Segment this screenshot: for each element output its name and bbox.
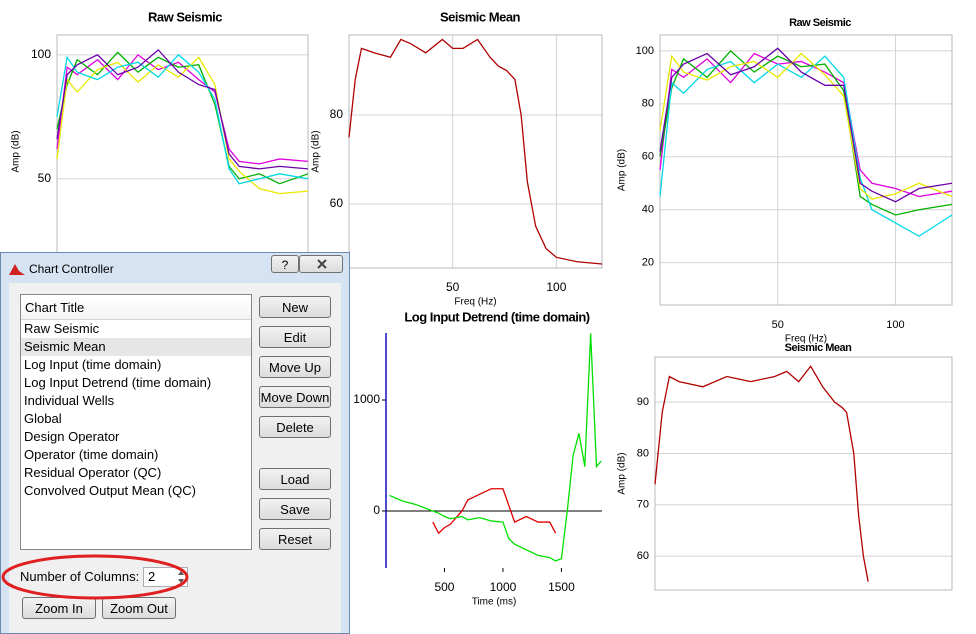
button[interactable]: Delete [259,416,331,438]
list-item[interactable]: Raw Seismic [24,321,100,336]
x-tick-label: 100 [886,319,904,331]
list-item[interactable]: Convolved Output Mean (QC) [24,483,196,498]
list-header[interactable]: Chart Title [21,297,251,320]
chart-title: Seismic Mean [440,9,521,24]
y-tick-label: 1000 [353,392,380,406]
list-item[interactable]: Residual Operator (QC) [24,465,162,480]
y-tick-label: 40 [642,204,654,216]
chart-title: Log Input Detrend (time domain) [404,309,589,324]
x-axis-label: Freq (Hz) [785,334,827,345]
x-tick-label: 1000 [490,580,517,594]
y-axis-label: Amp (dB) [617,149,628,191]
series-line [659,52,953,198]
y-tick-label: 80 [637,447,649,459]
button[interactable]: Move Up [259,356,331,378]
y-axis-label: Amp (dB) [617,452,628,494]
button[interactable]: Reset [259,528,331,550]
series-line [432,488,557,535]
plot-frame [348,34,603,269]
y-tick-label: 0 [373,503,380,517]
series-line [659,55,953,237]
y-tick-label: 80 [642,98,654,110]
button[interactable]: Load [259,468,331,490]
list-item[interactable]: Operator (time domain) [24,447,159,462]
chart: Seismic Mean 60 70 80 90 Amp (dB) [617,342,953,591]
series-line [56,56,309,195]
x-tick-label: 100 [546,280,566,294]
chart-list: Chart Title Raw Seismic Seismic Mean Log I… [20,294,252,550]
columns-value: 2 [148,569,156,584]
button[interactable]: Move Down [259,386,331,408]
zoom-button[interactable]: Zoom Out [102,597,176,619]
chart-title: Raw Seismic [789,17,851,29]
series-line [389,333,602,562]
y-tick-label: 60 [637,550,649,562]
y-tick-label: 100 [636,45,654,57]
series-line [56,48,309,170]
close-icon [317,259,327,269]
series-line [56,53,309,185]
chart: Log Input Detrend (time domain) 0 1000 500 1… [353,309,602,608]
y-tick-label: 70 [637,499,649,511]
chart: Raw Seismic 20 40 60 80 100 50 100 Freq (Hz) Amp … [617,17,953,345]
y-tick-label: 80 [330,107,344,121]
list-item[interactable]: Log Input Detrend (time domain) [24,375,212,390]
series-line [56,51,309,185]
close-button[interactable] [299,255,343,273]
x-tick-label: 1500 [548,580,575,594]
button[interactable]: Edit [259,326,331,348]
dialog-icon [9,264,25,275]
x-tick-label: 50 [772,319,784,331]
dialog-title: Chart Controller [29,262,114,276]
y-tick-label: 60 [330,196,344,210]
list-item[interactable]: Design Operator [24,429,120,444]
series-line [654,365,869,582]
plot-frame [654,356,953,591]
y-axis-label: Amp (dB) [11,130,22,172]
list-item[interactable]: Seismic Mean [21,338,251,356]
y-tick-label: 60 [642,151,654,163]
spin-arrows[interactable] [175,568,187,586]
list-item[interactable]: Global [24,411,62,426]
series-line [659,47,953,203]
y-tick-label: 100 [31,47,51,61]
button[interactable]: Save [259,498,331,520]
help-button[interactable]: ? [271,255,299,273]
y-tick-label: 50 [38,171,52,185]
x-tick-label: 50 [446,280,460,294]
list-item[interactable]: Log Input (time domain) [24,357,162,372]
y-tick-label: 90 [637,396,649,408]
zoom-button[interactable]: Zoom In [22,597,96,619]
series-line [659,49,953,216]
columns-label: Number of Columns: [20,569,140,584]
y-axis-label: Amp (dB) [311,130,322,172]
y-tick-label: 20 [642,257,654,269]
list-item[interactable]: Individual Wells [24,393,115,408]
chart: Raw Seismic 50 100 Amp (dB) [11,9,309,269]
button[interactable]: New [259,296,331,318]
chart-title: Raw Seismic [148,9,222,24]
x-tick-label: 500 [434,580,454,594]
chart-title: Seismic Mean [785,342,853,354]
series-line [348,38,603,265]
chart: Seismic Mean 60 80 50 100 Freq (Hz) Amp (dB) [311,9,603,308]
columns-spinbox[interactable]: 2 [143,567,188,587]
series-line [659,52,953,200]
plot-frame [56,34,309,269]
x-axis-label: Time (ms) [472,597,517,608]
x-axis-label: Freq (Hz) [454,297,496,308]
series-line [56,53,309,165]
